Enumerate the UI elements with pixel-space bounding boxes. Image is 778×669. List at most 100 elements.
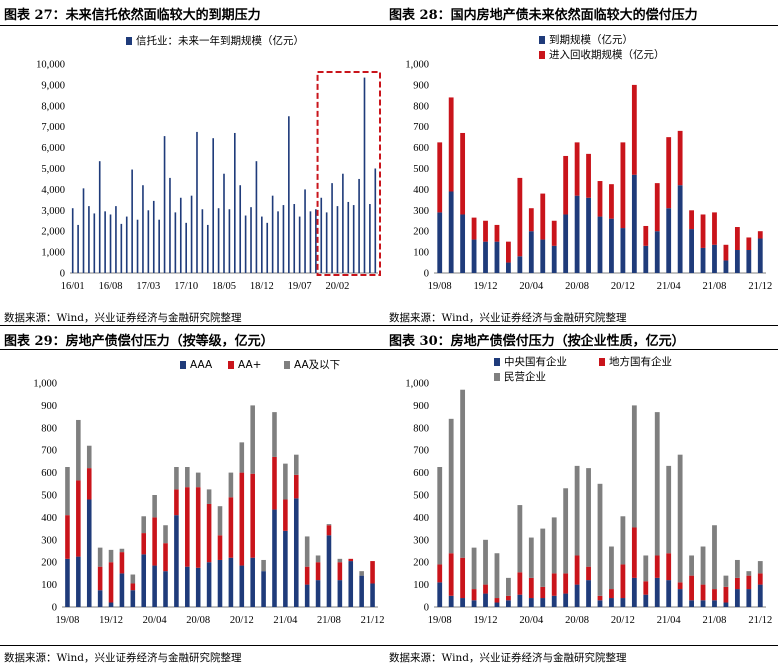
bar-navy bbox=[217, 559, 223, 607]
y-tick-label: 6,000 bbox=[41, 143, 65, 154]
bar-navy bbox=[689, 229, 694, 273]
bar-navy bbox=[304, 189, 306, 273]
bar-navy bbox=[369, 204, 371, 273]
source-note-30: 数据来源：Wind，兴业证券经济与金融研究院整理 bbox=[389, 652, 627, 664]
bar-red bbox=[460, 132, 466, 215]
source-note-27: 数据来源：Wind，兴业证券经济与金融研究院整理 bbox=[4, 312, 242, 324]
bar-navy bbox=[586, 197, 591, 273]
bar-navy bbox=[506, 262, 511, 273]
bar-gray bbox=[620, 516, 626, 565]
y-tick-label: 100 bbox=[41, 580, 57, 591]
bar-red bbox=[460, 557, 466, 599]
bar-navy bbox=[228, 209, 231, 273]
legend-swatch-navy bbox=[126, 37, 132, 45]
legend-label: 中央国有企业 bbox=[504, 355, 567, 368]
bar-gray bbox=[643, 555, 649, 582]
bar-navy bbox=[540, 598, 546, 607]
bar-red bbox=[574, 555, 580, 585]
bar-gray bbox=[337, 558, 343, 563]
bar-navy bbox=[437, 212, 443, 273]
bar-red bbox=[152, 517, 157, 566]
bar-gray bbox=[141, 516, 147, 534]
bar-red bbox=[712, 589, 717, 601]
bar-gray bbox=[631, 405, 637, 528]
y-tick-label: 1,000 bbox=[41, 248, 65, 259]
bar-navy bbox=[734, 589, 740, 607]
source-note-28: 数据来源：Wind，兴业证券经济与金融研究院整理 bbox=[389, 312, 627, 324]
bar-navy bbox=[212, 138, 215, 273]
bar-navy bbox=[517, 256, 523, 273]
bar-red bbox=[551, 573, 557, 596]
bar-navy bbox=[82, 188, 85, 273]
x-tick-label: 20/04 bbox=[143, 615, 168, 626]
bar-navy bbox=[494, 241, 500, 273]
bar-red bbox=[631, 84, 637, 175]
x-tick-label: 20/12 bbox=[611, 281, 635, 292]
bar-navy bbox=[108, 602, 114, 607]
bar-gray bbox=[689, 555, 694, 576]
bar-red bbox=[76, 480, 81, 557]
bar-gray bbox=[666, 465, 672, 554]
bar-red bbox=[448, 97, 454, 192]
bar-navy bbox=[304, 584, 310, 607]
y-tick-label: 200 bbox=[413, 558, 429, 569]
x-tick-label: 20/12 bbox=[611, 615, 635, 626]
bar-navy bbox=[190, 195, 193, 273]
chart-property-bond-repayment: 0 100 200 300 400 500 600 700 800 900 1,000 19/08 19… bbox=[405, 33, 772, 292]
bar-red bbox=[563, 155, 569, 215]
x-tick-label: 21/08 bbox=[703, 281, 727, 292]
y-tick-label: 200 bbox=[41, 558, 57, 569]
bar-navy bbox=[448, 595, 454, 607]
bar-navy bbox=[448, 191, 454, 273]
bar-red bbox=[348, 558, 354, 562]
x-tick-label: 19/08 bbox=[55, 615, 79, 626]
bar-navy bbox=[363, 77, 366, 274]
bar-red bbox=[195, 487, 201, 568]
y-tick-label: 800 bbox=[41, 423, 57, 434]
bar-gray bbox=[130, 574, 136, 584]
bar-gray bbox=[551, 517, 557, 574]
bar-red bbox=[551, 220, 557, 246]
y-tick-label: 900 bbox=[41, 401, 57, 412]
y-tick-label: 800 bbox=[413, 101, 429, 112]
bar-red bbox=[540, 193, 546, 240]
bar-gray bbox=[757, 561, 763, 574]
bar-navy bbox=[130, 590, 136, 607]
bar-navy bbox=[757, 584, 763, 607]
middle-rule-2 bbox=[0, 349, 778, 350]
bar-navy bbox=[666, 208, 672, 273]
x-tick-label: 16/08 bbox=[99, 281, 123, 292]
bar-red bbox=[483, 220, 488, 242]
bar-navy bbox=[233, 132, 236, 273]
bar-navy bbox=[142, 185, 144, 273]
bar-navy bbox=[309, 211, 312, 273]
bar-red bbox=[689, 210, 694, 230]
bar-red bbox=[471, 589, 477, 601]
bar-red bbox=[65, 515, 70, 559]
bar-red bbox=[528, 577, 534, 599]
x-tick-label: 21/12 bbox=[361, 615, 385, 626]
bar-gray bbox=[304, 536, 310, 567]
bar-navy bbox=[86, 499, 92, 607]
bar-red bbox=[757, 231, 763, 239]
bar-navy bbox=[266, 222, 269, 273]
legend-swatch-navy bbox=[539, 36, 545, 44]
bar-gray bbox=[315, 555, 321, 563]
bar-navy bbox=[169, 177, 171, 273]
bar-navy bbox=[517, 594, 523, 607]
y-tick-label: 4,000 bbox=[41, 185, 65, 196]
bar-gray bbox=[609, 546, 614, 590]
legend-label: 到期规模（亿元） bbox=[549, 33, 633, 46]
x-tick-label: 21/04 bbox=[657, 615, 682, 626]
bar-navy bbox=[358, 178, 360, 273]
bar-navy bbox=[185, 566, 190, 607]
legend-label: 民营企业 bbox=[504, 370, 546, 383]
y-tick-label: 0 bbox=[52, 603, 57, 614]
y-tick-label: 0 bbox=[424, 603, 429, 614]
bar-navy bbox=[326, 535, 332, 607]
x-tick-label: 19/08 bbox=[428, 615, 452, 626]
bar-red bbox=[574, 142, 580, 196]
chart-repayment-by-ownership: 0 100 200 300 400 500 600 700 800 900 1,000 19/08 19… bbox=[405, 355, 772, 626]
y-tick-label: 10,000 bbox=[36, 60, 65, 71]
bar-red bbox=[563, 573, 569, 594]
